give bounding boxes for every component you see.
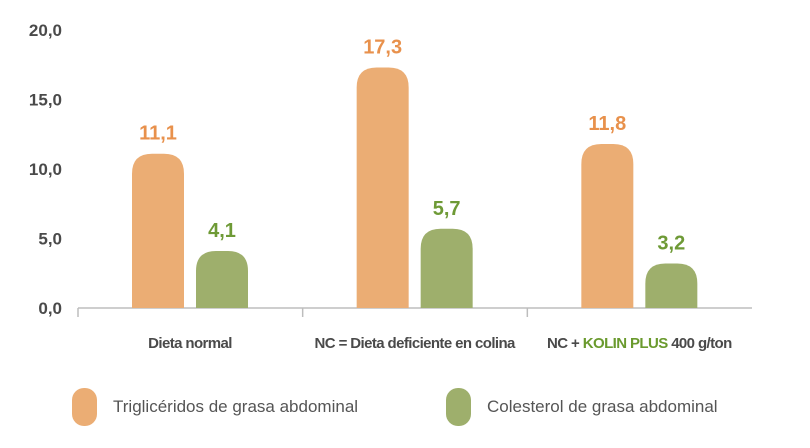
data-label: 5,7 <box>433 198 461 220</box>
label-part: NC + <box>547 335 583 352</box>
data-label: 4,1 <box>208 220 236 242</box>
bar-trigliceridos <box>132 153 184 308</box>
legend-label: Triglicéridos de grasa abdominal <box>113 397 359 416</box>
y-tick-label: 20,0 <box>29 21 62 40</box>
label-part: Dieta normal <box>148 335 232 352</box>
legend-swatch-green <box>446 388 471 426</box>
bar-trigliceridos <box>581 143 634 308</box>
bar-colesterol <box>645 263 698 308</box>
brand-highlight: KOLIN PLUS <box>583 335 668 352</box>
label-part: 400 g/ton <box>668 335 732 352</box>
y-tick-label: 0,0 <box>38 299 62 318</box>
y-tick-label: 15,0 <box>29 91 62 110</box>
bar-colesterol <box>420 228 473 308</box>
x-category-label: Dieta normal <box>148 335 232 352</box>
data-label: 11,8 <box>588 113 626 135</box>
bar-colesterol <box>196 251 248 308</box>
legend-item-trigliceridos: Triglicéridos de grasa abdominal <box>72 388 358 426</box>
bar-trigliceridos <box>356 67 409 308</box>
x-category-label: NC = Dieta deficiente en colina <box>315 335 516 352</box>
legend-swatch-orange <box>72 388 97 426</box>
data-label: 11,1 <box>139 123 177 145</box>
data-label: 3,2 <box>657 233 685 255</box>
label-part: NC = Dieta deficiente en colina <box>315 335 516 352</box>
y-tick-label: 10,0 <box>29 160 62 179</box>
y-tick-label: 5,0 <box>38 230 62 249</box>
legend-label: Colesterol de grasa abdominal <box>487 397 718 416</box>
data-label: 17,3 <box>363 37 402 59</box>
x-category-label: NC + KOLIN PLUS 400 g/ton <box>547 335 732 352</box>
legend-item-colesterol: Colesterol de grasa abdominal <box>446 388 718 426</box>
